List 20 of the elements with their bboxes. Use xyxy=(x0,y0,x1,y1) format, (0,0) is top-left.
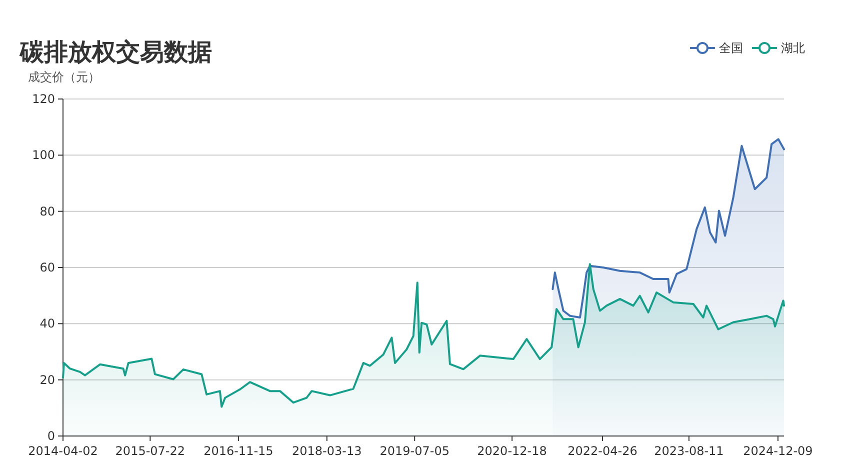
y-tick-label: 100 xyxy=(32,148,55,162)
legend-label: 全国 xyxy=(719,41,743,55)
x-tick-label: 2016-11-15 xyxy=(204,444,274,458)
chart-title: 碳排放权交易数据 xyxy=(19,38,212,66)
x-tick-label: 2014-04-02 xyxy=(28,444,98,458)
y-tick-label: 20 xyxy=(40,372,55,387)
x-tick-label: 2018-03-13 xyxy=(292,444,362,458)
legend-label: 湖北 xyxy=(781,41,805,55)
y-tick-label: 0 xyxy=(47,429,55,443)
x-tick-label: 2022-04-26 xyxy=(568,444,638,458)
y-tick-label: 40 xyxy=(40,316,55,331)
x-tick-label: 2024-12-09 xyxy=(743,444,813,458)
y-axis-title: 成交价（元） xyxy=(28,70,100,84)
y-tick-label: 80 xyxy=(40,204,55,218)
y-tick-label: 60 xyxy=(40,260,55,274)
x-tick-label: 2019-07-05 xyxy=(380,444,450,458)
x-tick-label: 2023-08-11 xyxy=(654,444,724,458)
x-tick-label: 2020-12-18 xyxy=(477,444,547,458)
x-tick-label: 2015-07-22 xyxy=(115,444,186,458)
y-tick-label: 120 xyxy=(32,92,55,106)
